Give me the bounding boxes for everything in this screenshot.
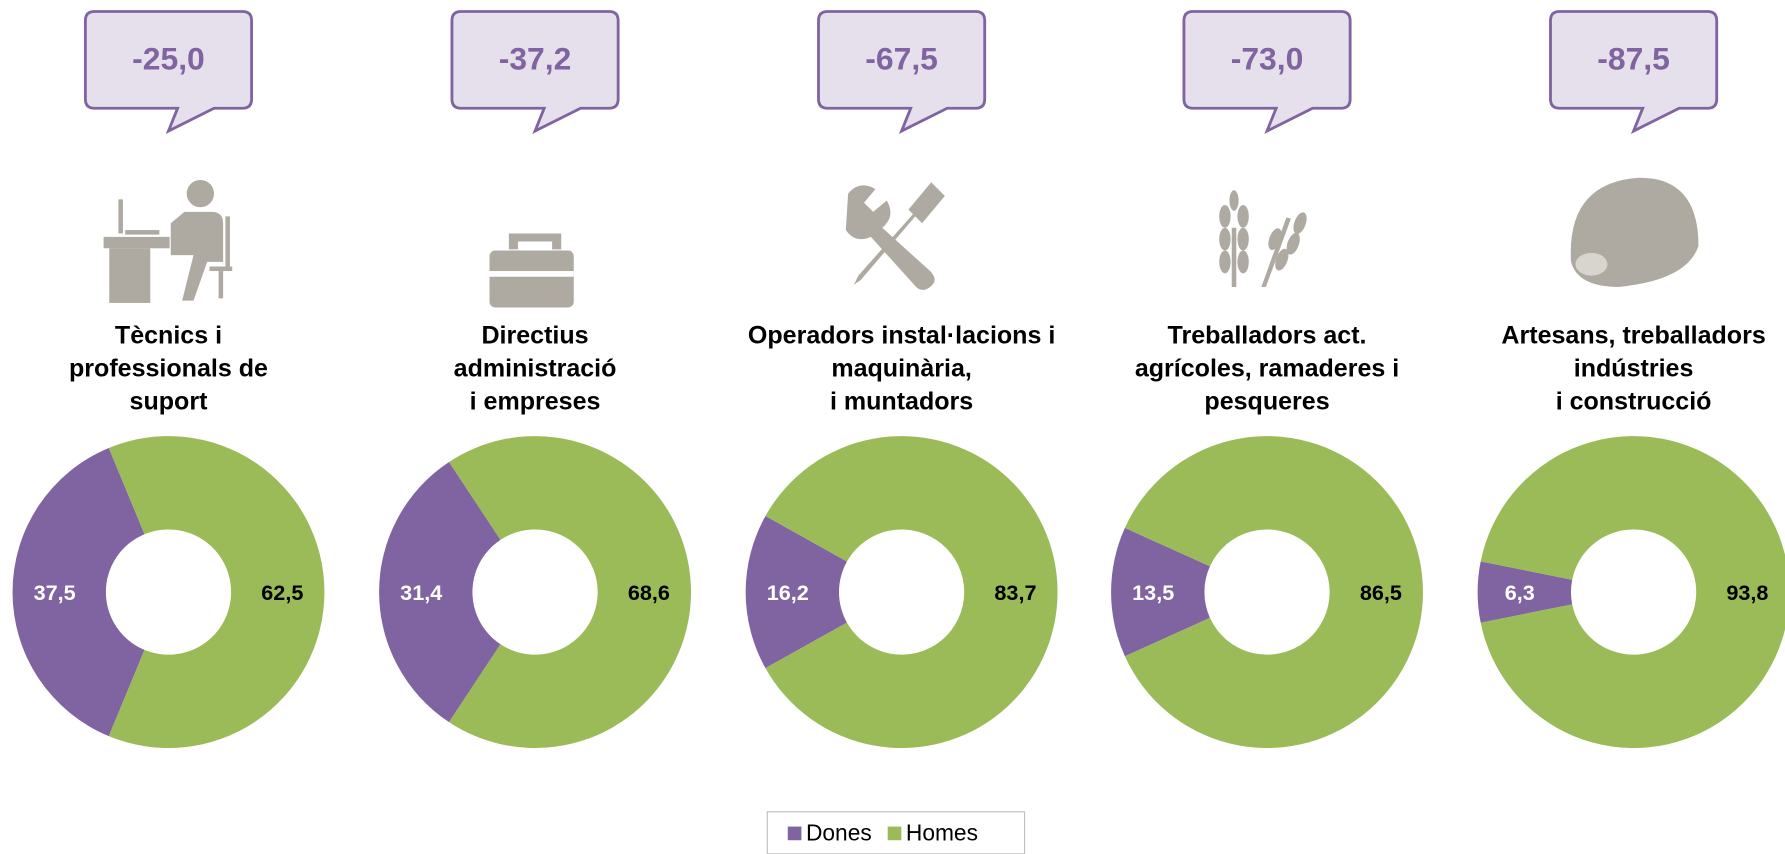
chart-title: Treballadors act.	[1168, 322, 1367, 350]
icon-tools	[845, 182, 945, 290]
donut-slice	[1124, 436, 1423, 749]
value-label: 86,5	[1360, 580, 1402, 605]
value-label: 62,5	[261, 580, 303, 605]
legend-swatch	[787, 826, 802, 841]
callout-bubble	[1182, 10, 1352, 134]
value-label: 83,7	[994, 580, 1036, 605]
value-label: 31,4	[400, 580, 442, 605]
donut-slice	[745, 516, 847, 669]
donut-chart: -37,2 Directius administració i empreses 31,…	[379, 10, 692, 749]
callout-bubble	[1549, 10, 1719, 134]
callout-value: -37,2	[499, 40, 572, 76]
chart-title: professionals de	[69, 355, 268, 383]
chart-title: Directius	[481, 322, 588, 350]
chart-title: maquinària,	[831, 355, 972, 383]
chart-title: pesqueres	[1204, 388, 1329, 416]
value-label: 13,5	[1132, 580, 1174, 605]
donut-slice	[1111, 527, 1210, 657]
chart-title: suport	[130, 388, 209, 416]
donut-chart: -87,5 Artesans, treballadors indústries i c…	[1477, 10, 1785, 749]
donut-slice	[379, 461, 501, 723]
callout-bubble	[83, 10, 254, 134]
icon-wheat	[1219, 190, 1307, 287]
donut-chart: -25,0 Tècnics i professionals de suport 37,5…	[12, 10, 325, 749]
value-label: 16,2	[767, 580, 809, 605]
value-label: 37,5	[34, 580, 76, 605]
chart-title: i muntadors	[830, 388, 973, 416]
legend-swatch	[887, 826, 902, 841]
legend: Dones Homes	[766, 811, 1026, 854]
value-label: 6,3	[1505, 580, 1535, 605]
chart-title: i empreses	[470, 388, 601, 416]
legend-label: Homes	[906, 820, 978, 846]
icon-helmet	[1570, 177, 1699, 287]
legend-label: Dones	[806, 820, 872, 846]
callout-value: -25,0	[132, 40, 205, 76]
donut-slice	[765, 436, 1058, 749]
donut-slice	[12, 447, 145, 737]
chart-title: administració	[454, 355, 617, 383]
donut-slice	[1477, 561, 1573, 623]
donut-slice	[1480, 436, 1785, 749]
callout-value: -87,5	[1597, 40, 1670, 76]
chart-title: Operadors instal·lacions i	[748, 322, 1055, 350]
donut-chart: -73,0 Treballadors act. agrícoles, ramader…	[1111, 10, 1423, 749]
chart-title: i construcció	[1556, 388, 1712, 416]
donut-chart: -67,5 Operadors instal·lacions i maquinàri…	[745, 10, 1058, 749]
donut-slice	[449, 436, 692, 749]
chart-title: indústries	[1574, 355, 1694, 383]
callout-bubble	[450, 10, 620, 134]
value-label: 68,6	[628, 580, 670, 605]
icon-desk-worker	[103, 179, 233, 303]
callout-bubble	[817, 10, 987, 134]
icon-briefcase	[489, 233, 574, 308]
value-label: 93,8	[1726, 580, 1768, 605]
callout-value: -67,5	[865, 40, 938, 76]
chart-title: Tècnics i	[115, 322, 222, 350]
callout-value: -73,0	[1231, 40, 1304, 76]
chart-title: agrícoles, ramaderes i	[1135, 355, 1399, 383]
donut-slice	[108, 436, 325, 749]
chart-title: Artesans, treballadors	[1501, 322, 1765, 350]
